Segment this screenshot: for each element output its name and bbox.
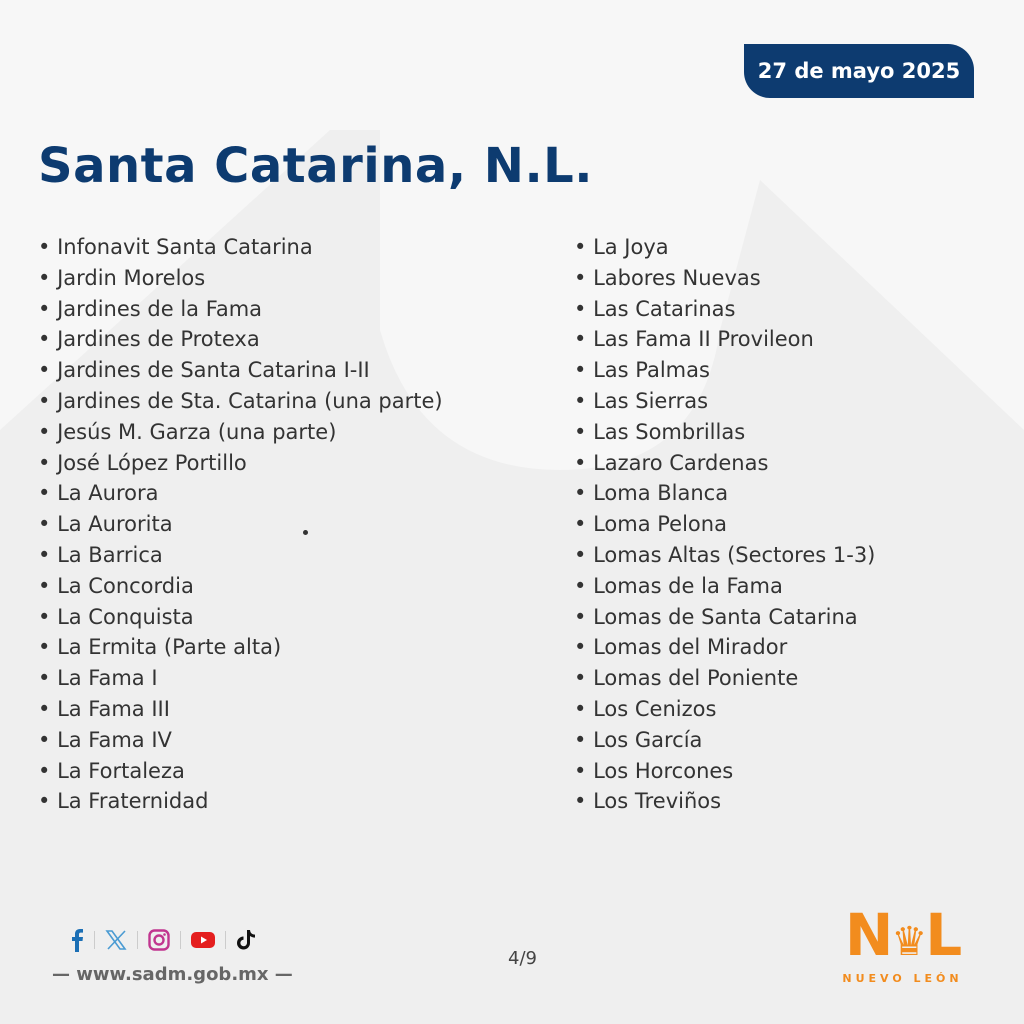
list-item: Las Catarinas — [574, 294, 875, 325]
list-item: Las Palmas — [574, 355, 875, 386]
website-link[interactable]: — www.sadm.gob.mx — — [52, 964, 293, 985]
list-item: Lomas de Santa Catarina — [574, 602, 875, 633]
list-item: Loma Pelona — [574, 509, 875, 540]
list-item: Las Sierras — [574, 386, 875, 417]
list-item: Los Horcones — [574, 756, 875, 787]
neighborhood-list-left: Infonavit Santa CatarinaJardin MorelosJa… — [38, 232, 443, 817]
stray-dot — [303, 530, 308, 535]
list-item: La Conquista — [38, 602, 443, 633]
list-item: La Joya — [574, 232, 875, 263]
date-badge: 27 de mayo 2025 — [744, 44, 974, 98]
list-item: Los Treviños — [574, 786, 875, 817]
list-item: Jardines de la Fama — [38, 294, 443, 325]
facebook-icon[interactable] — [70, 928, 84, 952]
page-title: Santa Catarina, N.L. — [38, 138, 593, 194]
list-item: La Concordia — [38, 571, 443, 602]
list-item: La Fama III — [38, 694, 443, 725]
list-item: Los Cenizos — [574, 694, 875, 725]
list-item: Labores Nuevas — [574, 263, 875, 294]
x-icon[interactable] — [105, 929, 127, 951]
list-item: Jardines de Sta. Catarina (una parte) — [38, 386, 443, 417]
list-item: Jesús M. Garza (una parte) — [38, 417, 443, 448]
list-item: Las Sombrillas — [574, 417, 875, 448]
list-item: Los García — [574, 725, 875, 756]
list-item: Jardin Morelos — [38, 263, 443, 294]
neighborhood-list-right: La JoyaLabores NuevasLas CatarinasLas Fa… — [574, 232, 875, 817]
list-item: Jardines de Santa Catarina I-II — [38, 355, 443, 386]
list-item: La Fama I — [38, 663, 443, 694]
list-item: Lomas Altas (Sectores 1-3) — [574, 540, 875, 571]
page-indicator: 4/9 — [508, 948, 537, 969]
list-item: Jardines de Protexa — [38, 324, 443, 355]
list-item: La Aurorita — [38, 509, 443, 540]
list-item: Lomas del Mirador — [574, 632, 875, 663]
social-links — [70, 928, 256, 952]
list-item: La Aurora — [38, 478, 443, 509]
instagram-icon[interactable] — [148, 929, 170, 951]
list-item: Lomas de la Fama — [574, 571, 875, 602]
nuevo-leon-logo: N♛L NUEVO LEÓN — [830, 905, 975, 985]
list-item: La Barrica — [38, 540, 443, 571]
tiktok-icon[interactable] — [236, 929, 256, 951]
list-item: Loma Blanca — [574, 478, 875, 509]
list-item: Las Fama II Provileon — [574, 324, 875, 355]
list-item: Infonavit Santa Catarina — [38, 232, 443, 263]
logo-subtext: NUEVO LEÓN — [842, 972, 963, 985]
logo-mark: N♛L — [844, 901, 962, 969]
list-item: José López Portillo — [38, 448, 443, 479]
youtube-icon[interactable] — [191, 931, 215, 949]
list-item: La Ermita (Parte alta) — [38, 632, 443, 663]
list-item: La Fama IV — [38, 725, 443, 756]
list-item: Lazaro Cardenas — [574, 448, 875, 479]
list-item: Lomas del Poniente — [574, 663, 875, 694]
list-item: La Fraternidad — [38, 786, 443, 817]
list-item: La Fortaleza — [38, 756, 443, 787]
